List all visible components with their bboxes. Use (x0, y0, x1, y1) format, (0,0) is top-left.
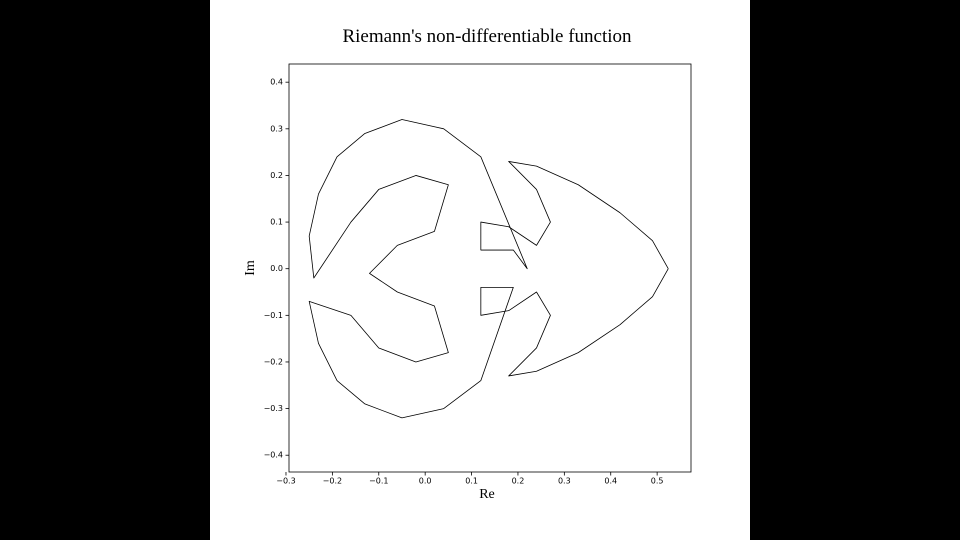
y-tick-label: 0.0 (270, 264, 283, 273)
y-tick-label: −0.4 (264, 451, 283, 460)
x-tick-label: −0.1 (369, 477, 388, 486)
x-tick-label: 0.4 (604, 477, 617, 486)
y-tick-label: 0.3 (270, 124, 283, 133)
y-tick-label: 0.1 (270, 218, 283, 227)
x-tick-label: 0.5 (651, 477, 664, 486)
x-tick-label: 0.0 (419, 477, 432, 486)
x-tick-label: 0.1 (465, 477, 478, 486)
chart-title: Riemann's non-differentiable function (342, 26, 632, 47)
x-tick-label: 0.2 (512, 477, 525, 486)
y-tick-label: 0.4 (270, 78, 283, 87)
y-tick-label: −0.1 (264, 311, 283, 320)
x-axis-label: Re (479, 487, 495, 502)
y-tick-label: −0.3 (264, 404, 283, 413)
axes (288, 63, 692, 473)
y-axis-label: Im (243, 260, 258, 276)
y-tick-label: 0.2 (270, 171, 283, 180)
x-tick-label: −0.3 (276, 477, 295, 486)
x-tick-label: 0.3 (558, 477, 571, 486)
curve (308, 119, 669, 419)
x-tick-label: −0.2 (323, 477, 342, 486)
y-tick-label: −0.2 (264, 357, 283, 366)
